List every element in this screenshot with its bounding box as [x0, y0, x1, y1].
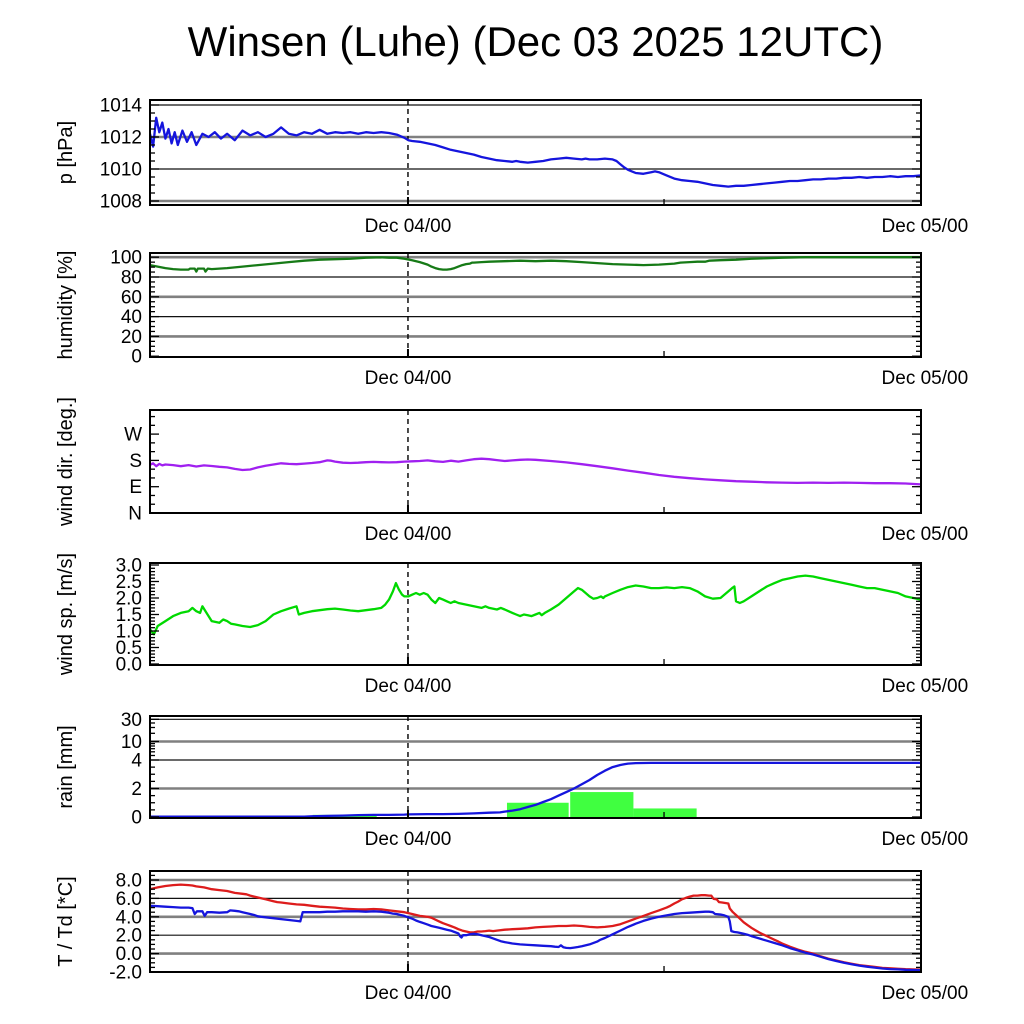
y-tick-label: 6.0: [116, 889, 142, 910]
y-tick-label: 0: [131, 347, 142, 368]
series-wind_dir: [150, 457, 921, 486]
x-tick-label: Dec 05/00: [882, 676, 969, 697]
series-Td: [150, 904, 921, 972]
y-tick-label: 8.0: [116, 871, 142, 892]
y-tick-label: 1012: [100, 128, 142, 149]
y-tick-label: 2.0: [116, 926, 142, 947]
panel-temperature: 8.06.04.02.00.0-2.0 T / Td [*C] Dec 04/00 D…: [55, 870, 969, 1004]
y-tick-label: 2.0: [116, 589, 142, 610]
y-tick-label: N: [128, 504, 142, 525]
y-tick-label: 0.0: [116, 944, 142, 965]
x-tick-label: Dec 05/00: [882, 368, 969, 389]
y-tick-label: 20: [121, 327, 142, 348]
y-tick-label: 1010: [100, 160, 142, 181]
y-axis-label-rain: rain [mm]: [55, 725, 77, 808]
plot-border: [149, 562, 922, 666]
x-tick-label: Dec 04/00: [365, 216, 452, 237]
y-axis-label-humidity: humidity [%]: [55, 251, 77, 360]
series-wind_speed: [150, 574, 921, 636]
rain-bar: [633, 808, 697, 817]
panel-pressure: 1014 1012 1010 1008 p [hPa] Dec 04/00 Dec 05/0…: [55, 96, 968, 238]
y-axis-label-wind-direction: wind dir. [deg.]: [55, 397, 77, 527]
series-rain_accumulated: [150, 761, 921, 818]
plot-border: [149, 870, 922, 973]
x-tick-label: Dec 04/00: [365, 368, 452, 389]
x-tick-label: Dec 04/00: [365, 524, 452, 545]
x-tick-label: Dec 05/00: [882, 829, 969, 850]
page-title: Winsen (Luhe) (Dec 03 2025 12UTC): [187, 18, 884, 65]
y-axis-label-temperature: T / Td [*C]: [55, 876, 77, 966]
y-axis-label-pressure: p [hPa]: [55, 121, 77, 184]
y-tick-label: 2.5: [116, 572, 142, 593]
y-tick-label: 80: [121, 268, 142, 289]
y-tick-label: 10: [121, 732, 142, 753]
x-tick-label: Dec 04/00: [365, 676, 452, 697]
rain-bar: [506, 802, 569, 817]
rain-bar: [570, 792, 634, 817]
y-axis-label-wind-speed: wind sp. [m/s]: [55, 553, 77, 676]
panel-wind-speed: 3.02.52.01.51.00.50.0 wind sp. [m/s] Dec 0…: [55, 553, 968, 697]
x-tick-label: Dec 05/00: [882, 983, 969, 1004]
plot-border: [149, 715, 922, 819]
y-tick-label: 30: [121, 710, 142, 731]
y-tick-label: 1.0: [116, 622, 142, 643]
series-p: [150, 116, 921, 188]
y-tick-label: 2: [131, 779, 142, 800]
y-tick-label: 1.5: [116, 605, 142, 626]
y-tick-label: E: [129, 477, 142, 498]
y-tick-label: 60: [121, 287, 142, 308]
y-tick-label: 0.0: [116, 655, 142, 676]
y-tick-label: 1014: [100, 96, 143, 117]
plot-border: [149, 99, 922, 206]
y-tick-label: 4.0: [116, 907, 142, 928]
y-tick-label: 100: [110, 248, 142, 269]
y-tick-label: W: [124, 425, 142, 446]
y-tick-label: 0: [131, 808, 142, 829]
x-tick-label: Dec 04/00: [365, 983, 452, 1004]
x-tick-label: Dec 04/00: [365, 829, 452, 850]
series-humidity: [150, 256, 921, 273]
y-tick-label: 3.0: [116, 556, 142, 577]
y-tick-label: 4: [131, 751, 142, 772]
y-tick-label: S: [129, 451, 142, 472]
plot-border: [149, 252, 922, 358]
plot-border: [149, 409, 922, 514]
y-tick-label: 40: [121, 307, 142, 328]
y-tick-label: -2.0: [109, 963, 142, 984]
y-tick-label: 1008: [100, 192, 142, 213]
x-tick-label: Dec 05/00: [882, 216, 969, 237]
x-tick-label: Dec 05/00: [882, 524, 969, 545]
y-tick-label: 0.5: [116, 638, 142, 659]
series-T: [150, 883, 921, 971]
